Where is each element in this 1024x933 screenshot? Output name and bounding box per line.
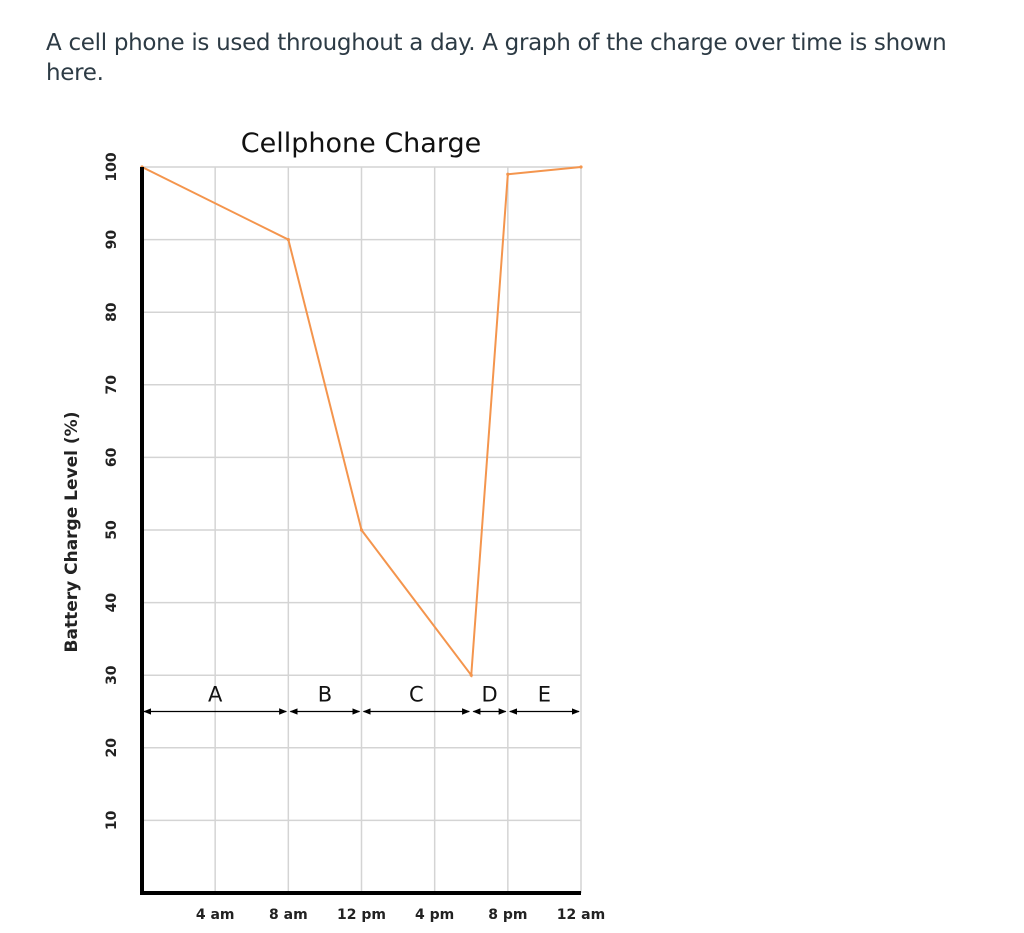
y-tick-label-60: 60: [104, 447, 120, 467]
y-axis-title: Battery Charge Level (%): [62, 412, 82, 653]
y-tick-label-50: 50: [104, 520, 120, 540]
y-tick-label-70: 70: [104, 375, 120, 395]
x-tick-label-20: 8 pm: [488, 907, 527, 923]
series-line-1: [141, 166, 582, 678]
x-tick-label-24: 12 am: [557, 907, 605, 923]
x-tick-label-4: 4 am: [196, 907, 235, 923]
data-point-2: [286, 238, 290, 242]
segment-label-b: B: [318, 683, 332, 707]
segment-label-a: A: [208, 683, 223, 707]
y-tick-label-20: 20: [104, 738, 120, 758]
x-tick-label-8: 8 am: [269, 907, 308, 923]
data-point-5: [506, 172, 510, 176]
y-tick-label-100: 100: [104, 152, 120, 181]
data-point-4: [469, 673, 473, 677]
y-tick-label-40: 40: [104, 593, 120, 613]
segment-label-d: D: [481, 683, 497, 707]
data-point-6: [579, 165, 583, 169]
segment-label-e: E: [538, 683, 551, 707]
y-tick-labels: 10 20 30 40 50 60 70 80 90 100: [104, 152, 120, 830]
grid-lines: [142, 166, 582, 893]
question-text: A cell phone is used throughout a day. A…: [46, 30, 947, 86]
y-tick-label-10: 10: [104, 810, 120, 830]
segment-label-c: C: [409, 683, 424, 707]
segment-markers: A B C D E: [143, 683, 580, 715]
x-tick-label-12: 12 pm: [337, 907, 386, 923]
y-tick-label-30: 30: [104, 665, 120, 685]
x-tick-labels: 4 am 8 am 12 pm 4 pm 8 pm 12 am: [196, 907, 605, 923]
data-point-3: [359, 528, 364, 532]
axes: [140, 167, 581, 895]
x-tick-label-16: 4 pm: [415, 907, 454, 923]
y-tick-label-80: 80: [104, 302, 120, 322]
chart-title: Cellphone Charge: [241, 128, 481, 159]
y-tick-label-90: 90: [104, 230, 120, 250]
